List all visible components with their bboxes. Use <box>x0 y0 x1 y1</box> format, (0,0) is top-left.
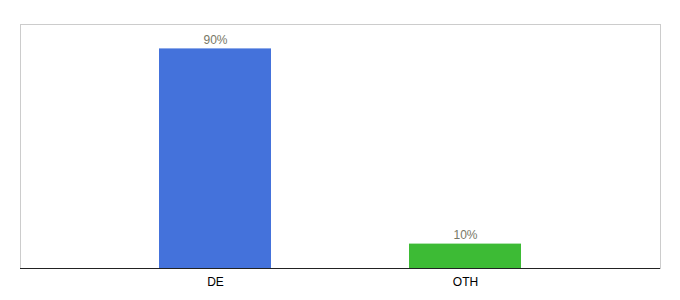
svg-text:90%: 90% <box>203 33 227 47</box>
svg-text:10%: 10% <box>453 228 477 242</box>
svg-text:OTH: OTH <box>453 275 478 289</box>
svg-text:DE: DE <box>207 275 224 289</box>
